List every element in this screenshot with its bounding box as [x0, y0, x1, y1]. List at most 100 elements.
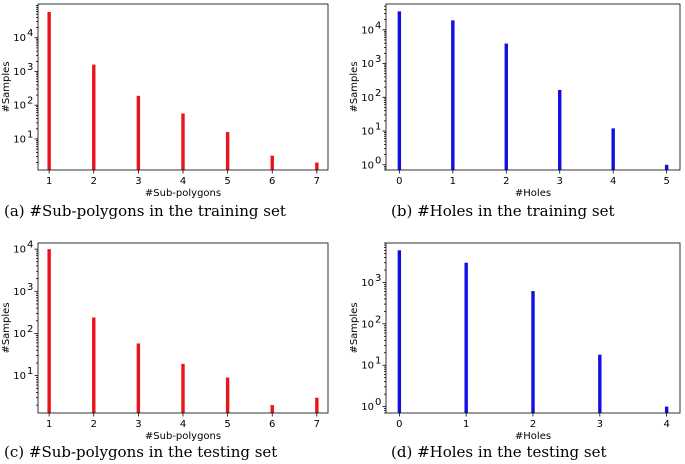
y-tick-exponent: 1	[27, 366, 33, 377]
y-tick-exponent: 0	[375, 155, 381, 166]
y-tick-label: 10	[361, 278, 374, 289]
bar-3	[598, 354, 602, 413]
bar-0	[397, 11, 402, 171]
bar-1	[47, 249, 51, 413]
y-tick-label: 10	[361, 402, 374, 413]
y-tick-label: 10	[13, 245, 26, 256]
y-tick-exponent: 0	[375, 397, 381, 408]
x-tick-label: 1	[450, 176, 456, 187]
bar-0	[397, 250, 402, 413]
y-tick-label: 10	[13, 67, 26, 78]
y-axis-label: #Samples	[349, 61, 360, 112]
y-tick-label: 10	[361, 319, 374, 330]
x-axis-label: #Sub-polygons	[145, 431, 221, 442]
y-axis-label: #Samples	[1, 302, 12, 353]
x-tick-label: 1	[46, 419, 52, 430]
x-tick-label: 2	[91, 419, 97, 430]
x-tick-label: 4	[663, 419, 669, 430]
x-tick-label: 5	[224, 419, 230, 430]
x-tick-label: 4	[180, 176, 186, 187]
y-tick-label: 10	[13, 33, 26, 44]
bar-6	[270, 155, 274, 170]
y-tick-exponent: 2	[375, 314, 381, 325]
bar-3	[136, 95, 141, 170]
subfigure-caption: (c) #Sub-polygons in the testing set	[4, 443, 277, 461]
y-tick-exponent: 1	[375, 356, 381, 367]
bar-5	[225, 377, 230, 413]
x-tick-label: 3	[557, 176, 563, 187]
y-tick-label: 10	[361, 127, 374, 138]
y-tick-label: 10	[13, 287, 26, 298]
y-tick-label: 10	[13, 329, 26, 340]
y-tick-exponent: 3	[375, 273, 381, 284]
bar-4	[181, 113, 185, 170]
subfigure-caption: (b) #Holes in the training set	[391, 202, 614, 220]
y-tick-exponent: 3	[375, 54, 381, 65]
x-axis-label: #Holes	[515, 188, 551, 199]
bar-6	[270, 405, 274, 413]
bar-7	[315, 397, 319, 413]
x-tick-label: 3	[597, 419, 603, 430]
x-tick-label: 2	[530, 419, 536, 430]
y-tick-exponent: 3	[27, 282, 33, 293]
y-tick-exponent: 2	[375, 88, 381, 99]
bar-3	[136, 343, 141, 413]
y-tick-exponent: 1	[375, 122, 381, 133]
bar-4	[181, 363, 185, 413]
x-tick-label: 1	[46, 176, 52, 187]
y-tick-label: 10	[361, 25, 374, 36]
bar-5	[225, 132, 230, 170]
y-axis-label: #Samples	[1, 61, 12, 112]
y-tick-exponent: 2	[27, 324, 33, 335]
subfigure-caption: (d) #Holes in the testing set	[391, 443, 607, 461]
y-tick-exponent: 4	[375, 20, 381, 31]
y-tick-label: 10	[13, 371, 26, 382]
y-tick-label: 10	[361, 361, 374, 372]
x-tick-label: 6	[269, 419, 275, 430]
bar-4	[611, 128, 615, 170]
x-tick-label: 7	[314, 419, 320, 430]
y-tick-label: 10	[361, 93, 374, 104]
x-tick-label: 1	[463, 419, 469, 430]
x-axis-label: #Sub-polygons	[145, 188, 221, 199]
bar-1	[47, 11, 51, 171]
bar-5	[664, 164, 669, 170]
x-axis-label: #Holes	[515, 431, 551, 442]
y-tick-label: 10	[13, 134, 26, 145]
bar-2	[92, 317, 96, 413]
x-tick-label: 5	[663, 176, 669, 187]
bar-2	[504, 43, 508, 170]
x-tick-label: 2	[503, 176, 509, 187]
y-tick-label: 10	[361, 59, 374, 70]
bar-2	[531, 291, 535, 413]
y-tick-exponent: 4	[27, 28, 33, 39]
x-tick-label: 0	[396, 176, 402, 187]
y-tick-label: 10	[13, 101, 26, 112]
bar-4	[664, 406, 669, 413]
y-tick-exponent: 2	[27, 96, 33, 107]
bar-2	[92, 64, 96, 170]
x-tick-label: 0	[396, 419, 402, 430]
x-tick-label: 2	[91, 176, 97, 187]
x-tick-label: 7	[314, 176, 320, 187]
bar-1	[464, 262, 468, 413]
bar-3	[558, 89, 562, 170]
y-tick-label: 10	[361, 160, 374, 171]
y-tick-exponent: 4	[27, 240, 33, 251]
x-tick-label: 3	[135, 419, 141, 430]
subfigure-caption: (a) #Sub-polygons in the training set	[4, 202, 286, 220]
x-tick-label: 5	[224, 176, 230, 187]
bar-7	[315, 162, 319, 170]
plot-frame	[385, 3, 681, 171]
bar-1	[451, 20, 455, 170]
x-tick-label: 6	[269, 176, 275, 187]
x-tick-label: 3	[135, 176, 141, 187]
y-tick-exponent: 3	[27, 62, 33, 73]
x-tick-label: 4	[610, 176, 616, 187]
y-tick-exponent: 1	[27, 129, 33, 140]
